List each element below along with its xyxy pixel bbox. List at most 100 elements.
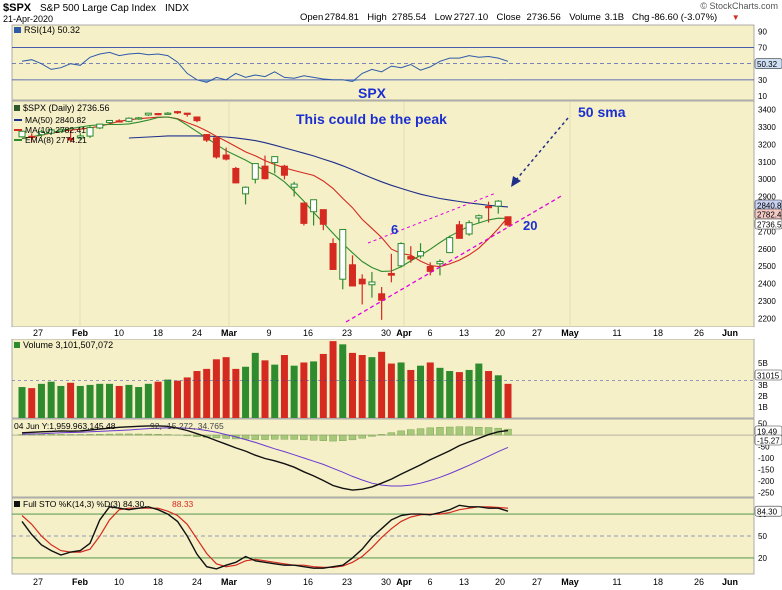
volume-bar [212, 359, 220, 418]
ohlc-value-5: -86.60 (-3.07%) [651, 12, 717, 23]
candle [57, 127, 65, 133]
volume-bar [251, 352, 259, 418]
price-legend-swatch [14, 105, 20, 111]
candle [465, 220, 473, 236]
volume-bar [18, 387, 26, 418]
annotation-2: 50 sma [578, 104, 626, 120]
ohlc-label-5: Chg [632, 12, 649, 23]
xtick-bottom-18: 26 [694, 577, 704, 587]
candle [329, 238, 337, 270]
macd-hist-bar [309, 434, 318, 441]
volume-bar [407, 369, 415, 418]
sto-legend-swatch [14, 501, 20, 507]
volume-bar [417, 365, 425, 418]
price-tick-4: 3000 [758, 175, 776, 184]
candle-body [47, 129, 55, 134]
xtick-bottom-3: 18 [153, 577, 163, 587]
sto-legend: Full STO %K(14,3) %D(3) 84.30, [23, 499, 147, 509]
volume-legend-swatch [14, 342, 20, 348]
ohlc-value-1: 2785.54 [392, 12, 426, 23]
macd-hist-bar [47, 434, 55, 436]
macd-hist-bar [329, 434, 337, 442]
volume-bar [105, 383, 113, 418]
rsi-tick-1: 70 [758, 44, 767, 53]
xtick-bottom-13: 20 [495, 577, 505, 587]
xtick-top-15: May [561, 328, 579, 338]
candle-body [86, 127, 94, 137]
candle [242, 186, 250, 205]
rsi-legend-swatch [14, 27, 21, 33]
macd-badge-1: -15.27 [757, 437, 780, 446]
candle [96, 123, 104, 129]
x-axis: 27 27 Feb Feb 10 10 18 18 24 24 Mar Mar 9 9 16 16 23 23 30… [12, 327, 754, 587]
volume-bar [300, 362, 308, 418]
candle [290, 181, 298, 197]
xtick-top-18: 26 [694, 328, 704, 338]
volume-tick-0: 5B [758, 359, 768, 368]
macd-hist-bar [319, 434, 328, 441]
ohlc-value-3: 2736.56 [527, 12, 561, 23]
candle [348, 255, 356, 287]
macd-hist-bar [212, 434, 221, 439]
xtick-top-7: 16 [303, 328, 313, 338]
volume-bar [368, 357, 376, 418]
candle-body [28, 135, 36, 138]
sto-k-line [21, 504, 509, 570]
rsi-panel: RSI(14) 50.32 90 70 30 10 50.32 [11, 24, 782, 101]
macd-hist-bar [290, 434, 298, 440]
candle-body [339, 228, 347, 280]
volume-bar [446, 371, 454, 418]
volume-bar [76, 385, 84, 418]
candle-body [212, 137, 220, 158]
rsi-value-badge: 50.32 [757, 60, 778, 69]
macd-hist-bar [105, 433, 114, 436]
candle-body [485, 206, 493, 209]
candle-body [280, 165, 288, 176]
candle [407, 246, 415, 263]
volume-bar [465, 369, 473, 418]
candle [105, 119, 113, 124]
sto-badge: 84.30 [757, 508, 778, 517]
volume-bar [280, 355, 288, 418]
candle [368, 272, 376, 298]
volume-bar [222, 357, 230, 418]
volume-bar [290, 365, 298, 418]
xtick-top-8: 23 [342, 328, 352, 338]
candle [504, 216, 512, 227]
candle [455, 220, 463, 239]
macd-hist-bar [28, 434, 36, 436]
macd-hist-bar [115, 433, 123, 436]
volume-bar [144, 383, 152, 418]
volume-bar [358, 355, 366, 418]
macd-hist-bar [436, 427, 444, 436]
price-badge-1: 2782.4 [757, 211, 782, 220]
macd-hist-bar [280, 434, 289, 440]
candle [261, 155, 269, 180]
xtick-bottom-2: 10 [114, 577, 124, 587]
volume-bar [164, 379, 172, 418]
candle-body [378, 293, 386, 301]
macd-tick-4: -200 [758, 477, 775, 486]
price-legend: $SPX (Daily) 2736.56 [23, 103, 110, 113]
exchange: INDX [165, 3, 189, 14]
candle-body [57, 129, 65, 133]
ohlc-label-1: High [367, 12, 387, 23]
candle-body [368, 281, 376, 286]
candle-body [319, 209, 327, 225]
macd-badge-0: 19.49 [757, 428, 778, 437]
volume-bar [203, 368, 211, 418]
macd-signal-line [21, 427, 509, 487]
ohlc-value-0: 2784.81 [325, 12, 359, 23]
rsi-line [21, 51, 509, 83]
xtick-top-12: 13 [459, 328, 469, 338]
xtick-top-10: Apr [396, 328, 412, 338]
price-badge-2-box [754, 218, 782, 230]
series-legend-1: MA(10) 2782.41 [25, 125, 86, 135]
candle-body [18, 130, 26, 138]
macd-hist-bar [377, 434, 386, 436]
macd-hist-bar [96, 434, 104, 436]
candle-body [261, 165, 269, 180]
macd-badge-1-box [754, 434, 782, 446]
macd-hist-bar [455, 426, 464, 436]
